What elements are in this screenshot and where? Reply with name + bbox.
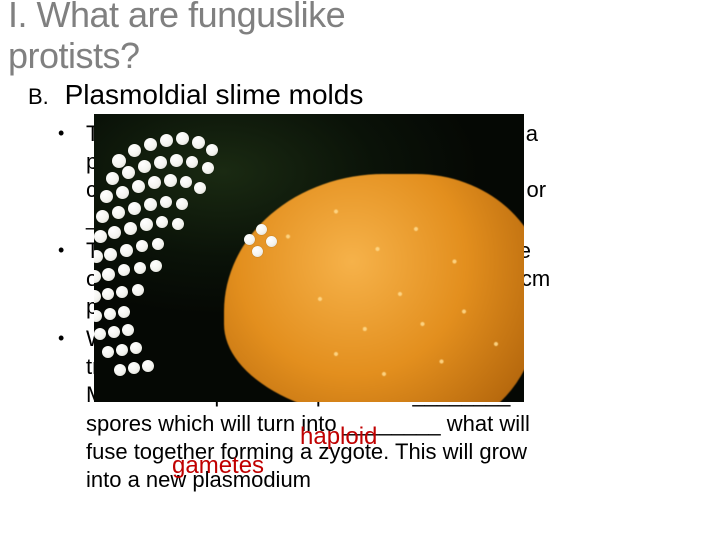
- photo-white-sphere: [116, 286, 128, 298]
- photo-white-sphere: [206, 144, 218, 156]
- photo-white-sphere: [170, 154, 183, 167]
- photo-white-sphere: [114, 364, 126, 376]
- photo-white-sphere: [122, 324, 134, 336]
- photo-white-sphere: [176, 132, 189, 145]
- photo-white-sphere: [106, 172, 119, 185]
- photo-white-sphere: [102, 268, 115, 281]
- photo-white-sphere: [112, 206, 125, 219]
- photo-white-sphere: [128, 362, 140, 374]
- photo-white-sphere: [100, 190, 113, 203]
- photo-white-sphere: [116, 344, 128, 356]
- photo-white-sphere: [180, 176, 192, 188]
- photo-white-sphere: [94, 290, 101, 303]
- photo-white-sphere: [176, 198, 188, 210]
- photo-white-sphere: [202, 162, 214, 174]
- photo-white-sphere: [108, 226, 121, 239]
- photo-white-sphere: [172, 218, 184, 230]
- photo-white-sphere: [96, 210, 109, 223]
- photo-white-sphere: [132, 284, 144, 296]
- photo-white-sphere: [186, 156, 198, 168]
- photo-white-sphere: [136, 240, 148, 252]
- photo-white-sphere: [138, 160, 151, 173]
- photo-white-sphere: [108, 326, 120, 338]
- bullet-dot-icon: •: [58, 239, 64, 262]
- photo-white-sphere: [124, 222, 137, 235]
- photo-white-spheres: [94, 114, 524, 402]
- photo-white-sphere: [118, 306, 130, 318]
- slime-mold-photo: [94, 114, 524, 402]
- photo-white-sphere: [244, 234, 255, 245]
- photo-white-sphere: [252, 246, 263, 257]
- photo-white-sphere: [142, 360, 154, 372]
- bullet-dot-icon: •: [58, 327, 64, 350]
- photo-white-sphere: [140, 218, 153, 231]
- photo-white-sphere: [118, 264, 130, 276]
- photo-white-sphere: [94, 270, 101, 283]
- photo-white-sphere: [192, 136, 205, 149]
- photo-white-sphere: [160, 134, 173, 147]
- bullet-dot-icon: •: [58, 122, 64, 145]
- photo-white-sphere: [102, 346, 114, 358]
- photo-white-sphere: [134, 262, 146, 274]
- slide-title: I. What are funguslike protists?: [8, 0, 345, 77]
- section-letter: B.: [28, 84, 49, 109]
- photo-white-sphere: [104, 308, 116, 320]
- photo-white-sphere: [256, 224, 267, 235]
- photo-white-sphere: [152, 238, 164, 250]
- photo-white-sphere: [132, 180, 145, 193]
- photo-white-sphere: [104, 248, 117, 261]
- photo-white-sphere: [156, 216, 168, 228]
- photo-white-sphere: [122, 166, 135, 179]
- title-line-1: I. What are funguslike: [8, 0, 345, 35]
- photo-white-sphere: [94, 328, 106, 340]
- photo-white-sphere: [128, 202, 141, 215]
- photo-white-sphere: [144, 198, 157, 211]
- photo-white-sphere: [148, 176, 161, 189]
- section-heading: B. Plasmoldial slime molds: [28, 79, 363, 111]
- fill-word-gametes: gametes: [172, 452, 264, 480]
- section-title: Plasmoldial slime molds: [65, 79, 364, 110]
- photo-white-sphere: [128, 144, 141, 157]
- photo-white-sphere: [112, 154, 126, 168]
- photo-white-sphere: [154, 156, 167, 169]
- photo-white-sphere: [194, 182, 206, 194]
- slide: I. What are funguslike protists? B. Plas…: [0, 0, 720, 540]
- photo-white-sphere: [120, 244, 133, 257]
- photo-white-sphere: [130, 342, 142, 354]
- photo-white-sphere: [94, 310, 102, 322]
- photo-white-sphere: [94, 230, 107, 243]
- photo-white-sphere: [144, 138, 157, 151]
- photo-white-sphere: [164, 174, 177, 187]
- photo-white-sphere: [150, 260, 162, 272]
- fill-word-haploid: haploid: [300, 423, 377, 451]
- photo-white-sphere: [102, 288, 114, 300]
- photo-white-sphere: [94, 250, 103, 263]
- photo-white-sphere: [116, 186, 129, 199]
- photo-white-sphere: [266, 236, 277, 247]
- title-line-2: protists?: [8, 35, 140, 76]
- photo-white-sphere: [160, 196, 172, 208]
